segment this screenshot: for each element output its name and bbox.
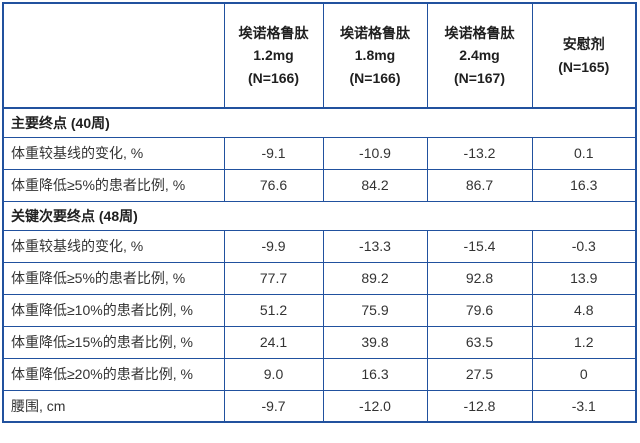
table-row: 体重较基线的变化, % -9.9 -13.3 -15.4 -0.3	[2, 229, 637, 263]
value-cell: 13.9	[531, 261, 637, 295]
value-cell: -0.3	[531, 229, 637, 263]
value-cell: 79.6	[426, 293, 533, 327]
section-header-row: 主要终点 (40周)	[2, 107, 637, 138]
table-header: 埃诺格鲁肽 1.2mg (N=166) 埃诺格鲁肽 1.8mg (N=166) …	[2, 2, 637, 109]
column-header-dose-3: 埃诺格鲁肽 2.4mg (N=167)	[426, 2, 533, 109]
row-label: 体重降低≥5%的患者比例, %	[2, 168, 225, 202]
row-label: 体重降低≥5%的患者比例, %	[2, 261, 225, 295]
table-row: 体重降低≥5%的患者比例, % 77.7 89.2 92.8 13.9	[2, 261, 637, 295]
header-row: 埃诺格鲁肽 1.2mg (N=166) 埃诺格鲁肽 1.8mg (N=166) …	[2, 2, 637, 109]
table-row: 体重降低≥20%的患者比例, % 9.0 16.3 27.5 0	[2, 357, 637, 391]
value-cell: -12.8	[426, 389, 533, 423]
column-header-placebo: 安慰剂 (N=165)	[531, 2, 637, 109]
value-cell: 39.8	[322, 325, 428, 359]
value-cell: -13.3	[322, 229, 428, 263]
value-cell: 0.1	[531, 136, 637, 170]
value-cell: 76.6	[223, 168, 324, 202]
value-cell: 0	[531, 357, 637, 391]
value-cell: 51.2	[223, 293, 324, 327]
value-cell: 4.8	[531, 293, 637, 327]
value-cell: 92.8	[426, 261, 533, 295]
value-cell: -10.9	[322, 136, 428, 170]
column-header-dose-2: 埃诺格鲁肽 1.8mg (N=166)	[322, 2, 428, 109]
value-cell: 16.3	[531, 168, 637, 202]
row-label: 体重较基线的变化, %	[2, 229, 225, 263]
corner-cell	[2, 2, 225, 109]
value-cell: 9.0	[223, 357, 324, 391]
value-cell: 77.7	[223, 261, 324, 295]
row-label: 体重降低≥15%的患者比例, %	[2, 325, 225, 359]
value-cell: 27.5	[426, 357, 533, 391]
section-header-row: 关键次要终点 (48周)	[2, 200, 637, 231]
value-cell: -13.2	[426, 136, 533, 170]
row-label: 体重降低≥10%的患者比例, %	[2, 293, 225, 327]
table-row: 体重降低≥10%的患者比例, % 51.2 75.9 79.6 4.8	[2, 293, 637, 327]
value-cell: -9.1	[223, 136, 324, 170]
value-cell: 63.5	[426, 325, 533, 359]
table-row: 体重较基线的变化, % -9.1 -10.9 -13.2 0.1	[2, 136, 637, 170]
table-row: 体重降低≥15%的患者比例, % 24.1 39.8 63.5 1.2	[2, 325, 637, 359]
row-label: 腰围, cm	[2, 389, 225, 423]
value-cell: 16.3	[322, 357, 428, 391]
table-body: 主要终点 (40周) 体重较基线的变化, % -9.1 -10.9 -13.2 0.1 体重…	[2, 107, 637, 423]
value-cell: -12.0	[322, 389, 428, 423]
value-cell: 89.2	[322, 261, 428, 295]
row-label: 体重较基线的变化, %	[2, 136, 225, 170]
clinical-trial-results-table: 埃诺格鲁肽 1.2mg (N=166) 埃诺格鲁肽 1.8mg (N=166) …	[2, 2, 637, 423]
value-cell: -3.1	[531, 389, 637, 423]
value-cell: -15.4	[426, 229, 533, 263]
section-title: 主要终点 (40周)	[2, 107, 637, 138]
value-cell: 86.7	[426, 168, 533, 202]
value-cell: 24.1	[223, 325, 324, 359]
column-header-dose-1: 埃诺格鲁肽 1.2mg (N=166)	[223, 2, 324, 109]
section-title: 关键次要终点 (48周)	[2, 200, 637, 231]
value-cell: 84.2	[322, 168, 428, 202]
table-row: 体重降低≥5%的患者比例, % 76.6 84.2 86.7 16.3	[2, 168, 637, 202]
value-cell: 1.2	[531, 325, 637, 359]
value-cell: -9.9	[223, 229, 324, 263]
value-cell: 75.9	[322, 293, 428, 327]
value-cell: -9.7	[223, 389, 324, 423]
table-row: 腰围, cm -9.7 -12.0 -12.8 -3.1	[2, 389, 637, 423]
row-label: 体重降低≥20%的患者比例, %	[2, 357, 225, 391]
